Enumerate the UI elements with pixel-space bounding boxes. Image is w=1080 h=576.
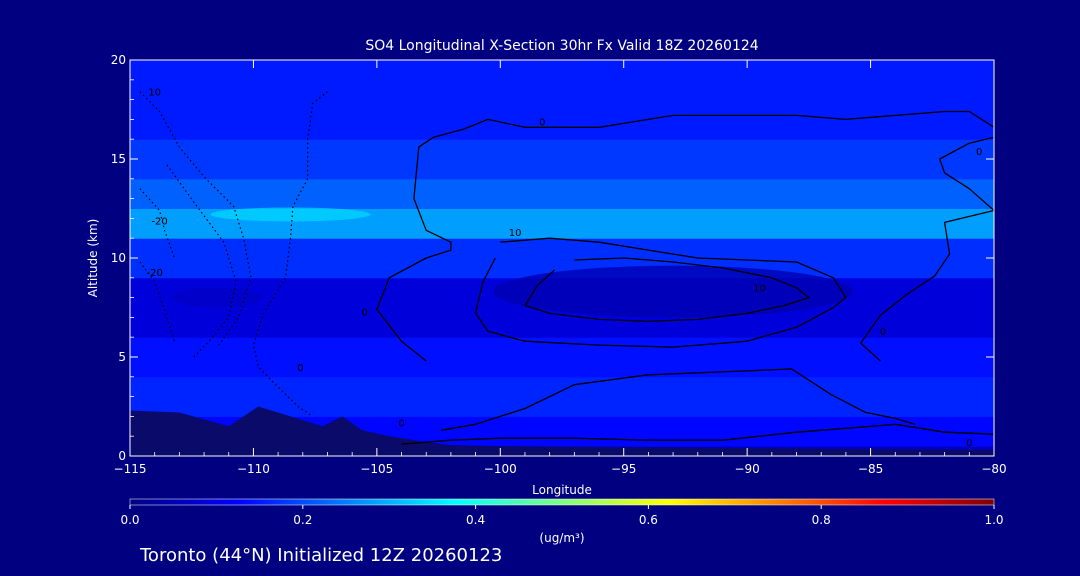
- contour-lines: [139, 91, 994, 445]
- chart-title: SO4 Longitudinal X-Section 30hr Fx Valid…: [365, 38, 758, 54]
- field-band-9: [130, 60, 994, 140]
- contour-line-8: [139, 188, 175, 259]
- x-axis: −115 −110 −105 −100 −95 −90 −85 −80: [114, 60, 1007, 476]
- colorbar-tick-label-4: 0.8: [812, 513, 831, 527]
- contour-label-11: 0: [966, 438, 972, 449]
- contour-label-5: 0: [976, 147, 982, 158]
- footer-station-text: Toronto (44°N) Initialized 12Z 20260123: [139, 545, 502, 566]
- contour-line-5: [474, 237, 847, 348]
- colorbar-units-label: (ug/m³): [539, 531, 584, 545]
- contour-label-2: -20: [147, 268, 163, 279]
- contour-line-3: [860, 209, 994, 362]
- colorbar-tick-label-5: 1.0: [984, 513, 1003, 527]
- contour-line-4: [440, 368, 916, 431]
- field-band-3: [130, 337, 994, 378]
- colorbar-tick-label-3: 0.6: [639, 513, 658, 527]
- terrain-mask: [130, 406, 994, 456]
- y-axis-label: Altitude (km): [86, 219, 100, 298]
- contour-line-7: [139, 91, 252, 346]
- x-tick-label-6: −85: [858, 462, 883, 476]
- colorbar: 0.0 0.2 0.4 0.6 0.8 1.0 (ug/m³): [120, 498, 1004, 545]
- contour-label-0: 10: [148, 88, 161, 99]
- y-tick-label-4: 20: [111, 53, 126, 67]
- y-tick-label-3: 15: [111, 152, 126, 166]
- contour-line-0: [401, 423, 994, 445]
- plot-area: 10 -20 -20 0 0 0 10 10 0 0 0 0: [130, 60, 994, 456]
- high-concentration-streak: [210, 207, 371, 222]
- contour-label-1: -20: [151, 216, 167, 227]
- contour-label-8: 0: [880, 327, 886, 338]
- field-band-7: [130, 178, 994, 209]
- colorbar-tick-label-2: 0.4: [466, 513, 485, 527]
- contour-label-6: 10: [509, 228, 522, 239]
- contour-line-9: [252, 91, 328, 417]
- y-tick-label-0: 0: [118, 449, 126, 463]
- y-axis: 0 5 10 15 20: [111, 53, 994, 463]
- colorbar-tick-label-1: 0.2: [293, 513, 312, 527]
- field-bands: [130, 60, 994, 456]
- contour-label-10: 0: [398, 418, 404, 429]
- x-axis-label: Longitude: [532, 483, 592, 497]
- field-band-2: [130, 376, 994, 417]
- x-tick-label-5: −90: [734, 462, 759, 476]
- contour-line-6: [524, 257, 810, 323]
- contour-labels: 10 -20 -20 0 0 0 10 10 0 0 0 0: [147, 88, 983, 449]
- x-tick-label-2: −105: [360, 462, 393, 476]
- field-shading: [130, 207, 994, 456]
- contour-line-2: [939, 136, 994, 211]
- contour-line-10: [166, 164, 237, 360]
- west-low-pocket: [171, 287, 262, 308]
- x-tick-label-7: −80: [981, 462, 1006, 476]
- colorbar-tick-label-0: 0.0: [120, 513, 139, 527]
- y-tick-label-1: 5: [118, 350, 126, 364]
- colorbar-ticks: 0.0 0.2 0.4 0.6 0.8 1.0: [120, 505, 1004, 527]
- contour-label-3: 0: [297, 363, 303, 374]
- x-tick-label-3: −100: [484, 462, 517, 476]
- contour-label-9: 0: [361, 307, 367, 318]
- contour-line-1: [376, 110, 994, 362]
- colorbar-gradient: [129, 498, 995, 506]
- y-tick-label-2: 10: [111, 251, 126, 265]
- x-tick-label-4: −95: [611, 462, 636, 476]
- low-concentration-core: [493, 265, 854, 318]
- contour-label-7: 10: [753, 284, 766, 295]
- x-tick-label-1: −110: [237, 462, 270, 476]
- x-tick-label-0: −115: [114, 462, 147, 476]
- contour-label-4: 0: [539, 117, 545, 128]
- field-band-8: [130, 139, 994, 180]
